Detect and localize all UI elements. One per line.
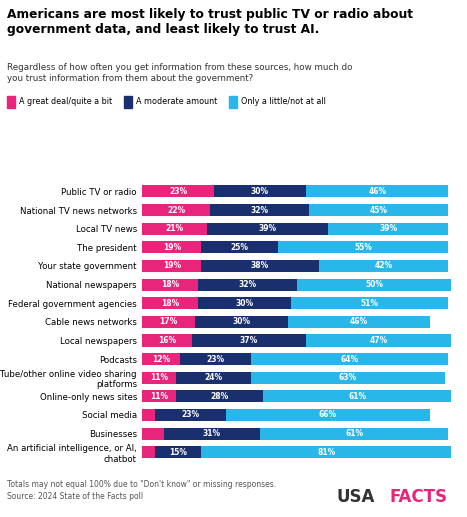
Text: 51%: 51% bbox=[361, 299, 379, 308]
Text: 16%: 16% bbox=[158, 336, 176, 345]
Text: 61%: 61% bbox=[345, 429, 363, 438]
Text: 22%: 22% bbox=[167, 206, 185, 215]
Bar bbox=[142, 186, 213, 197]
Bar bbox=[142, 409, 155, 421]
Bar bbox=[201, 260, 318, 272]
Text: 63%: 63% bbox=[339, 373, 357, 382]
Text: 23%: 23% bbox=[181, 410, 199, 419]
Bar bbox=[306, 334, 452, 346]
Bar bbox=[309, 204, 448, 216]
Text: 55%: 55% bbox=[354, 243, 372, 252]
Bar bbox=[142, 334, 192, 346]
Text: 23%: 23% bbox=[169, 187, 187, 196]
Text: 11%: 11% bbox=[150, 392, 169, 401]
Bar bbox=[155, 409, 226, 421]
Bar bbox=[142, 372, 177, 384]
Text: 25%: 25% bbox=[231, 243, 249, 252]
Bar bbox=[142, 204, 211, 216]
Bar bbox=[297, 279, 452, 291]
Text: 37%: 37% bbox=[240, 336, 258, 345]
Bar bbox=[142, 279, 198, 291]
Bar bbox=[142, 223, 207, 235]
Bar bbox=[201, 446, 452, 458]
Text: 66%: 66% bbox=[319, 410, 337, 419]
Bar bbox=[251, 372, 446, 384]
Bar bbox=[142, 390, 177, 402]
Bar bbox=[263, 390, 452, 402]
Text: 47%: 47% bbox=[370, 336, 388, 345]
Text: 61%: 61% bbox=[348, 392, 366, 401]
Text: USA: USA bbox=[336, 488, 375, 506]
Bar bbox=[201, 241, 278, 253]
Text: 46%: 46% bbox=[368, 187, 386, 196]
Bar bbox=[213, 186, 306, 197]
Text: 64%: 64% bbox=[340, 355, 359, 363]
Bar bbox=[226, 409, 430, 421]
Text: 32%: 32% bbox=[251, 206, 269, 215]
Text: FACTS: FACTS bbox=[390, 488, 448, 506]
Text: 18%: 18% bbox=[161, 299, 179, 308]
Bar bbox=[288, 316, 430, 328]
Text: 39%: 39% bbox=[259, 224, 276, 233]
Text: 50%: 50% bbox=[365, 280, 383, 289]
Text: 81%: 81% bbox=[317, 448, 335, 457]
Text: A great deal/quite a bit: A great deal/quite a bit bbox=[19, 97, 112, 107]
Text: 45%: 45% bbox=[370, 206, 388, 215]
Bar bbox=[207, 223, 328, 235]
Text: Totals may not equal 100% due to "Don't know" or missing responses.: Totals may not equal 100% due to "Don't … bbox=[7, 480, 276, 489]
Text: 31%: 31% bbox=[203, 429, 221, 438]
Text: 15%: 15% bbox=[169, 448, 187, 457]
Text: 42%: 42% bbox=[375, 262, 393, 270]
Text: 39%: 39% bbox=[379, 224, 397, 233]
Bar bbox=[142, 316, 195, 328]
Bar bbox=[142, 353, 179, 365]
Bar bbox=[328, 223, 448, 235]
Bar bbox=[142, 241, 201, 253]
Bar bbox=[142, 428, 164, 439]
Bar bbox=[142, 446, 155, 458]
Text: Regardless of how often you get information from these sources, how much do
you : Regardless of how often you get informat… bbox=[7, 63, 353, 83]
Text: 21%: 21% bbox=[166, 224, 184, 233]
Text: 23%: 23% bbox=[206, 355, 224, 363]
Text: 30%: 30% bbox=[251, 187, 269, 196]
Bar bbox=[198, 279, 297, 291]
Text: 30%: 30% bbox=[232, 317, 250, 326]
Bar bbox=[306, 186, 448, 197]
Text: 18%: 18% bbox=[161, 280, 179, 289]
Bar bbox=[155, 446, 201, 458]
Bar bbox=[177, 372, 251, 384]
Text: Source: 2024 State of the Facts poll: Source: 2024 State of the Facts poll bbox=[7, 492, 143, 501]
Text: Only a little/not at all: Only a little/not at all bbox=[241, 97, 326, 107]
Text: 30%: 30% bbox=[235, 299, 254, 308]
Bar bbox=[291, 297, 448, 309]
Text: 19%: 19% bbox=[163, 243, 181, 252]
Bar bbox=[142, 297, 198, 309]
Bar bbox=[192, 334, 306, 346]
Text: 12%: 12% bbox=[152, 355, 170, 363]
Bar bbox=[318, 260, 448, 272]
Text: A moderate amount: A moderate amount bbox=[136, 97, 217, 107]
Bar bbox=[142, 260, 201, 272]
Text: 38%: 38% bbox=[251, 262, 269, 270]
Text: 32%: 32% bbox=[239, 280, 256, 289]
Bar bbox=[179, 353, 251, 365]
Text: 11%: 11% bbox=[150, 373, 169, 382]
Bar bbox=[260, 428, 448, 439]
Text: 46%: 46% bbox=[350, 317, 368, 326]
Bar bbox=[211, 204, 309, 216]
Text: 24%: 24% bbox=[205, 373, 223, 382]
Bar bbox=[177, 390, 263, 402]
Text: 19%: 19% bbox=[163, 262, 181, 270]
Bar bbox=[278, 241, 448, 253]
Text: 28%: 28% bbox=[211, 392, 229, 401]
Bar bbox=[198, 297, 291, 309]
Bar bbox=[195, 316, 288, 328]
Bar bbox=[251, 353, 448, 365]
Text: 17%: 17% bbox=[160, 317, 178, 326]
Bar bbox=[164, 428, 260, 439]
Text: Americans are most likely to trust public TV or radio about
government data, and: Americans are most likely to trust publi… bbox=[7, 8, 413, 36]
